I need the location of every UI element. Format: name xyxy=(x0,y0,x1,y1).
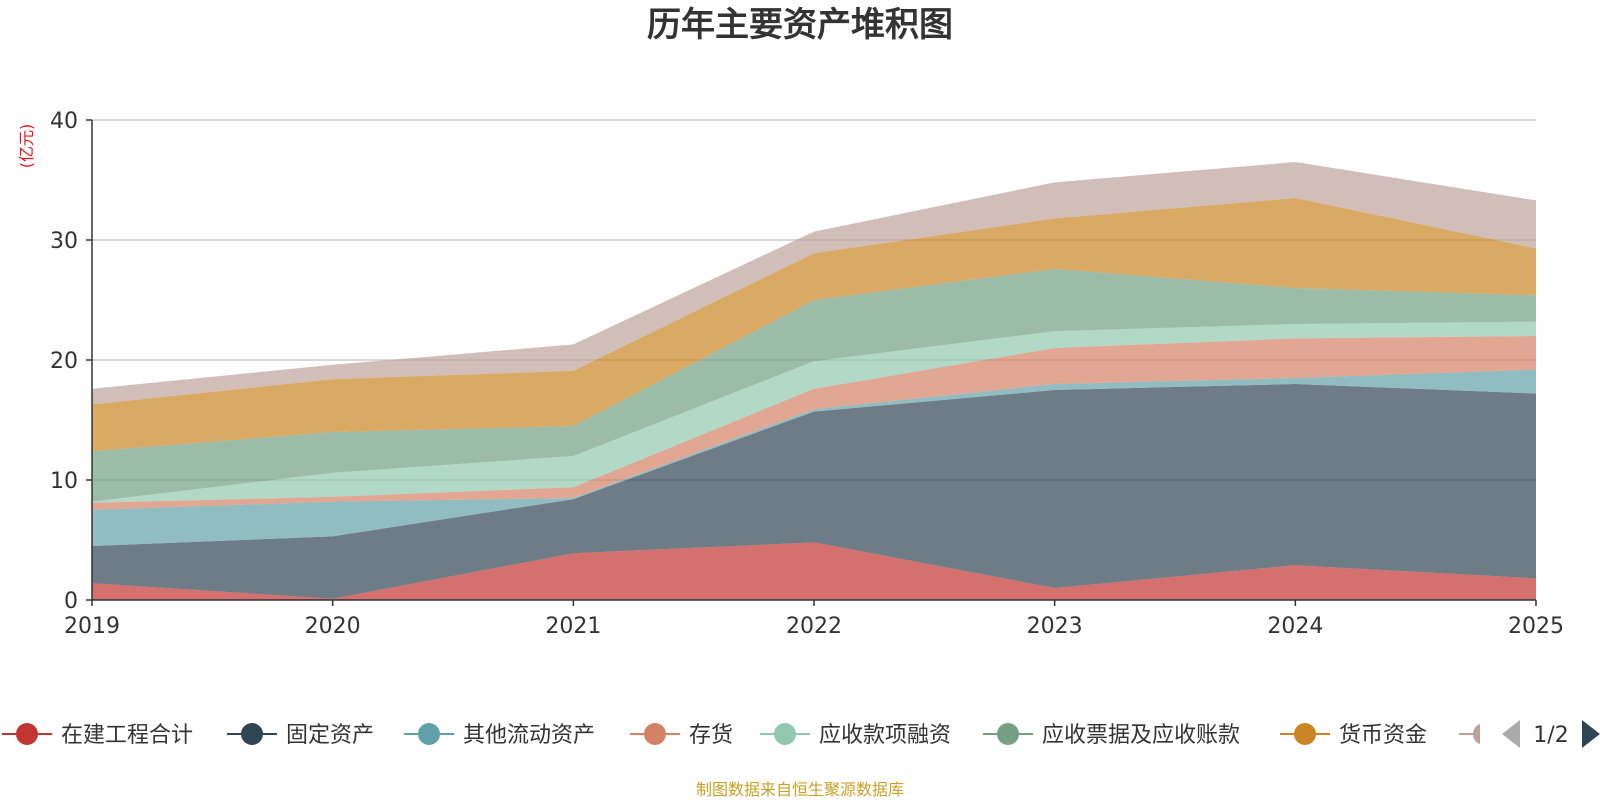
area-series-2 xyxy=(92,369,1536,546)
y-tick-label: 20 xyxy=(50,349,78,374)
y-tick-label: 10 xyxy=(50,469,78,494)
area-series-0 xyxy=(92,542,1536,600)
stacked-areas xyxy=(92,162,1536,600)
x-tick-label: 2022 xyxy=(786,614,842,639)
legend-marker-icon xyxy=(1473,723,1480,745)
area-series-1 xyxy=(92,384,1536,599)
legend-label: 存货 xyxy=(689,723,733,748)
legend-marker-icon xyxy=(1294,723,1316,745)
y-tick-label: 0 xyxy=(64,589,78,614)
legend: 在建工程合计 固定资产 其他流动资产 存货 应收款项融资 应收票据及应收账款 货币资金 其他1… xyxy=(2,720,1600,748)
x-tick-label: 2019 xyxy=(64,614,120,639)
area-series-3 xyxy=(92,336,1536,510)
area-series-6 xyxy=(92,198,1536,452)
legend-label: 固定资产 xyxy=(286,723,374,748)
x-tick-label: 2021 xyxy=(545,614,601,639)
legend-item[interactable]: 其他 xyxy=(1459,723,1562,748)
axes: 0 10 20 30 40 2019 2020 2021 2022 2023 2024 2025 xyxy=(50,109,1564,639)
area-series-4 xyxy=(92,321,1536,503)
legend-page-indicator: 1/2 xyxy=(1533,723,1568,748)
legend-label: 在建工程合计 xyxy=(61,723,193,748)
y-axis-unit-label: (亿元) xyxy=(17,124,36,169)
legend-marker-icon xyxy=(774,723,796,745)
legend-label: 应收票据及应收账款 xyxy=(1042,723,1240,748)
x-tick-label: 2025 xyxy=(1508,614,1564,639)
legend-label: 货币资金 xyxy=(1339,723,1427,748)
legend-marker-icon xyxy=(16,723,38,745)
legend-label: 应收款项融资 xyxy=(819,723,951,748)
y-tick-label: 40 xyxy=(50,109,78,134)
legend-item[interactable]: 其他流动资产 xyxy=(404,723,595,748)
legend-marker-icon xyxy=(241,723,263,745)
legend-label: 其他流动资产 xyxy=(463,723,595,748)
legend-item[interactable]: 应收票据及应收账款 xyxy=(983,723,1240,748)
legend-prev-page-icon[interactable] xyxy=(1502,720,1520,748)
legend-item[interactable]: 存货 xyxy=(630,723,733,748)
legend-next-page-icon[interactable] xyxy=(1582,720,1600,748)
legend-item[interactable]: 应收款项融资 xyxy=(760,723,951,748)
legend-item[interactable]: 货币资金 xyxy=(1280,723,1427,748)
chart-title: 历年主要资产堆积图 xyxy=(647,5,953,45)
legend-marker-icon xyxy=(418,723,440,745)
area-series-5 xyxy=(92,268,1536,502)
area-series-7 xyxy=(92,162,1536,405)
source-text: 制图数据来自恒生聚源数据库 xyxy=(696,780,904,799)
x-tick-label: 2024 xyxy=(1267,614,1323,639)
x-tick-label: 2023 xyxy=(1027,614,1083,639)
x-tick-label: 2020 xyxy=(305,614,361,639)
legend-item[interactable]: 固定资产 xyxy=(227,723,374,748)
legend-marker-icon xyxy=(997,723,1019,745)
legend-item[interactable]: 在建工程合计 xyxy=(2,723,193,748)
legend-marker-icon xyxy=(644,723,666,745)
y-tick-label: 30 xyxy=(50,229,78,254)
